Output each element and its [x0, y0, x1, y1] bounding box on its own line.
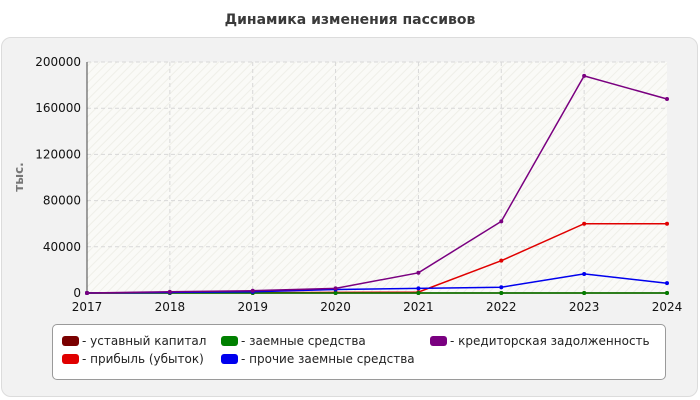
data-point [582, 291, 587, 295]
x-tick-label: 2018 [155, 300, 186, 314]
legend-swatch [62, 354, 79, 364]
data-point [416, 291, 421, 295]
data-point [665, 96, 669, 101]
legend-item: - заемные средства [221, 334, 366, 348]
data-point [416, 286, 421, 291]
chart-title: Динамика изменения пассивов [224, 12, 476, 28]
plot-area [87, 62, 667, 293]
y-tick-label: 120000 [35, 147, 81, 161]
x-tick-label: 2021 [403, 300, 434, 314]
legend-label: - уставный капитал [82, 334, 207, 348]
data-point [499, 219, 504, 224]
x-tick-label: 2019 [237, 300, 268, 314]
data-point [582, 271, 587, 276]
legend-item: - прочие заемные средства [221, 352, 415, 366]
series-layer [85, 73, 669, 295]
data-point [85, 291, 89, 295]
x-tick-label: 2017 [72, 300, 103, 314]
data-point [333, 291, 338, 295]
x-tick-label: 2022 [486, 300, 517, 314]
data-point [582, 73, 587, 78]
series-line-4 [86, 75, 668, 294]
legend-label: - заемные средства [241, 334, 366, 348]
data-point [416, 270, 421, 275]
y-axis-label: тыс. [12, 162, 26, 191]
legend-item: - прибыль (убыток) [62, 352, 204, 366]
data-point [665, 221, 669, 226]
legend-item: - уставный капитал [62, 334, 206, 348]
y-tick-label: 200000 [35, 55, 81, 69]
data-point [333, 286, 338, 291]
data-point [499, 258, 504, 263]
data-point [582, 221, 587, 226]
data-point [250, 288, 255, 293]
grid [87, 61, 667, 293]
legend-label: - прибыль (убыток) [82, 352, 204, 366]
data-point [665, 291, 669, 295]
data-point [167, 289, 172, 294]
legend-label: - прочие заемные средства [241, 352, 415, 366]
x-tick-label: 2020 [320, 300, 351, 314]
data-point [665, 281, 669, 286]
legend-swatch [62, 336, 79, 346]
legend-swatch [221, 336, 238, 346]
legend-swatch [430, 336, 447, 346]
y-tick-label: 160000 [35, 101, 81, 115]
legend-swatch [221, 354, 238, 364]
data-point [499, 285, 504, 290]
y-tick-label: 80000 [43, 194, 81, 208]
legend-label: - кредиторская задолженность [450, 334, 650, 348]
tick-labels: 0 40000 80000 120000 160000 200000 2017 2018 201… [35, 55, 682, 314]
y-tick-label: 40000 [43, 240, 81, 254]
legend-item: - кредиторская задолженность [430, 334, 650, 348]
x-tick-label: 2024 [652, 300, 683, 314]
legend: - уставный капитал - прибыль (убыток) - за… [52, 324, 666, 380]
data-point [499, 291, 504, 295]
x-tick-label: 2023 [569, 300, 600, 314]
y-tick-label: 0 [73, 286, 81, 300]
